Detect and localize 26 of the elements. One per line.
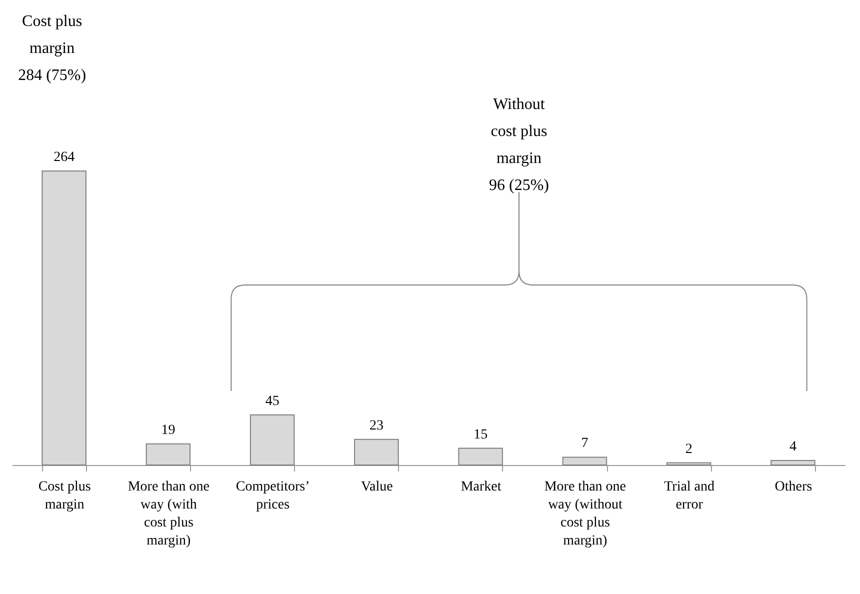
bar (562, 456, 608, 466)
x-tick-label: Cost plus margin (38, 480, 91, 512)
x-tick-label: Competitors’ prices (236, 480, 310, 512)
bar (354, 438, 399, 466)
bar (458, 448, 503, 466)
bar (42, 170, 86, 466)
data-label: 23 (369, 418, 384, 434)
data-label: 264 (54, 150, 75, 165)
x-tick-label: More than one way (with cost plus margin) (128, 480, 210, 548)
bar (770, 460, 816, 466)
x-tick-label: Others (774, 480, 812, 494)
x-tick-label: Value (360, 480, 393, 494)
x-tick-label: Market (460, 480, 502, 494)
data-label: 7 (581, 436, 588, 452)
data-label: 4 (789, 440, 796, 455)
data-label: 15 (474, 427, 488, 442)
x-tick-label: More than one way (without cost plus margin) (544, 480, 626, 548)
data-label: 2 (685, 442, 692, 457)
bar (666, 462, 712, 466)
annotation: Without cost plus margin 96 (25%) (488, 96, 549, 194)
text: Cost plus margin 284 (75%) (18, 13, 86, 84)
bar (250, 414, 295, 466)
bar (146, 443, 191, 466)
data-label: 19 (161, 422, 176, 438)
data-label: 45 (265, 394, 280, 409)
x-tick-label: Trial and error (664, 480, 715, 512)
